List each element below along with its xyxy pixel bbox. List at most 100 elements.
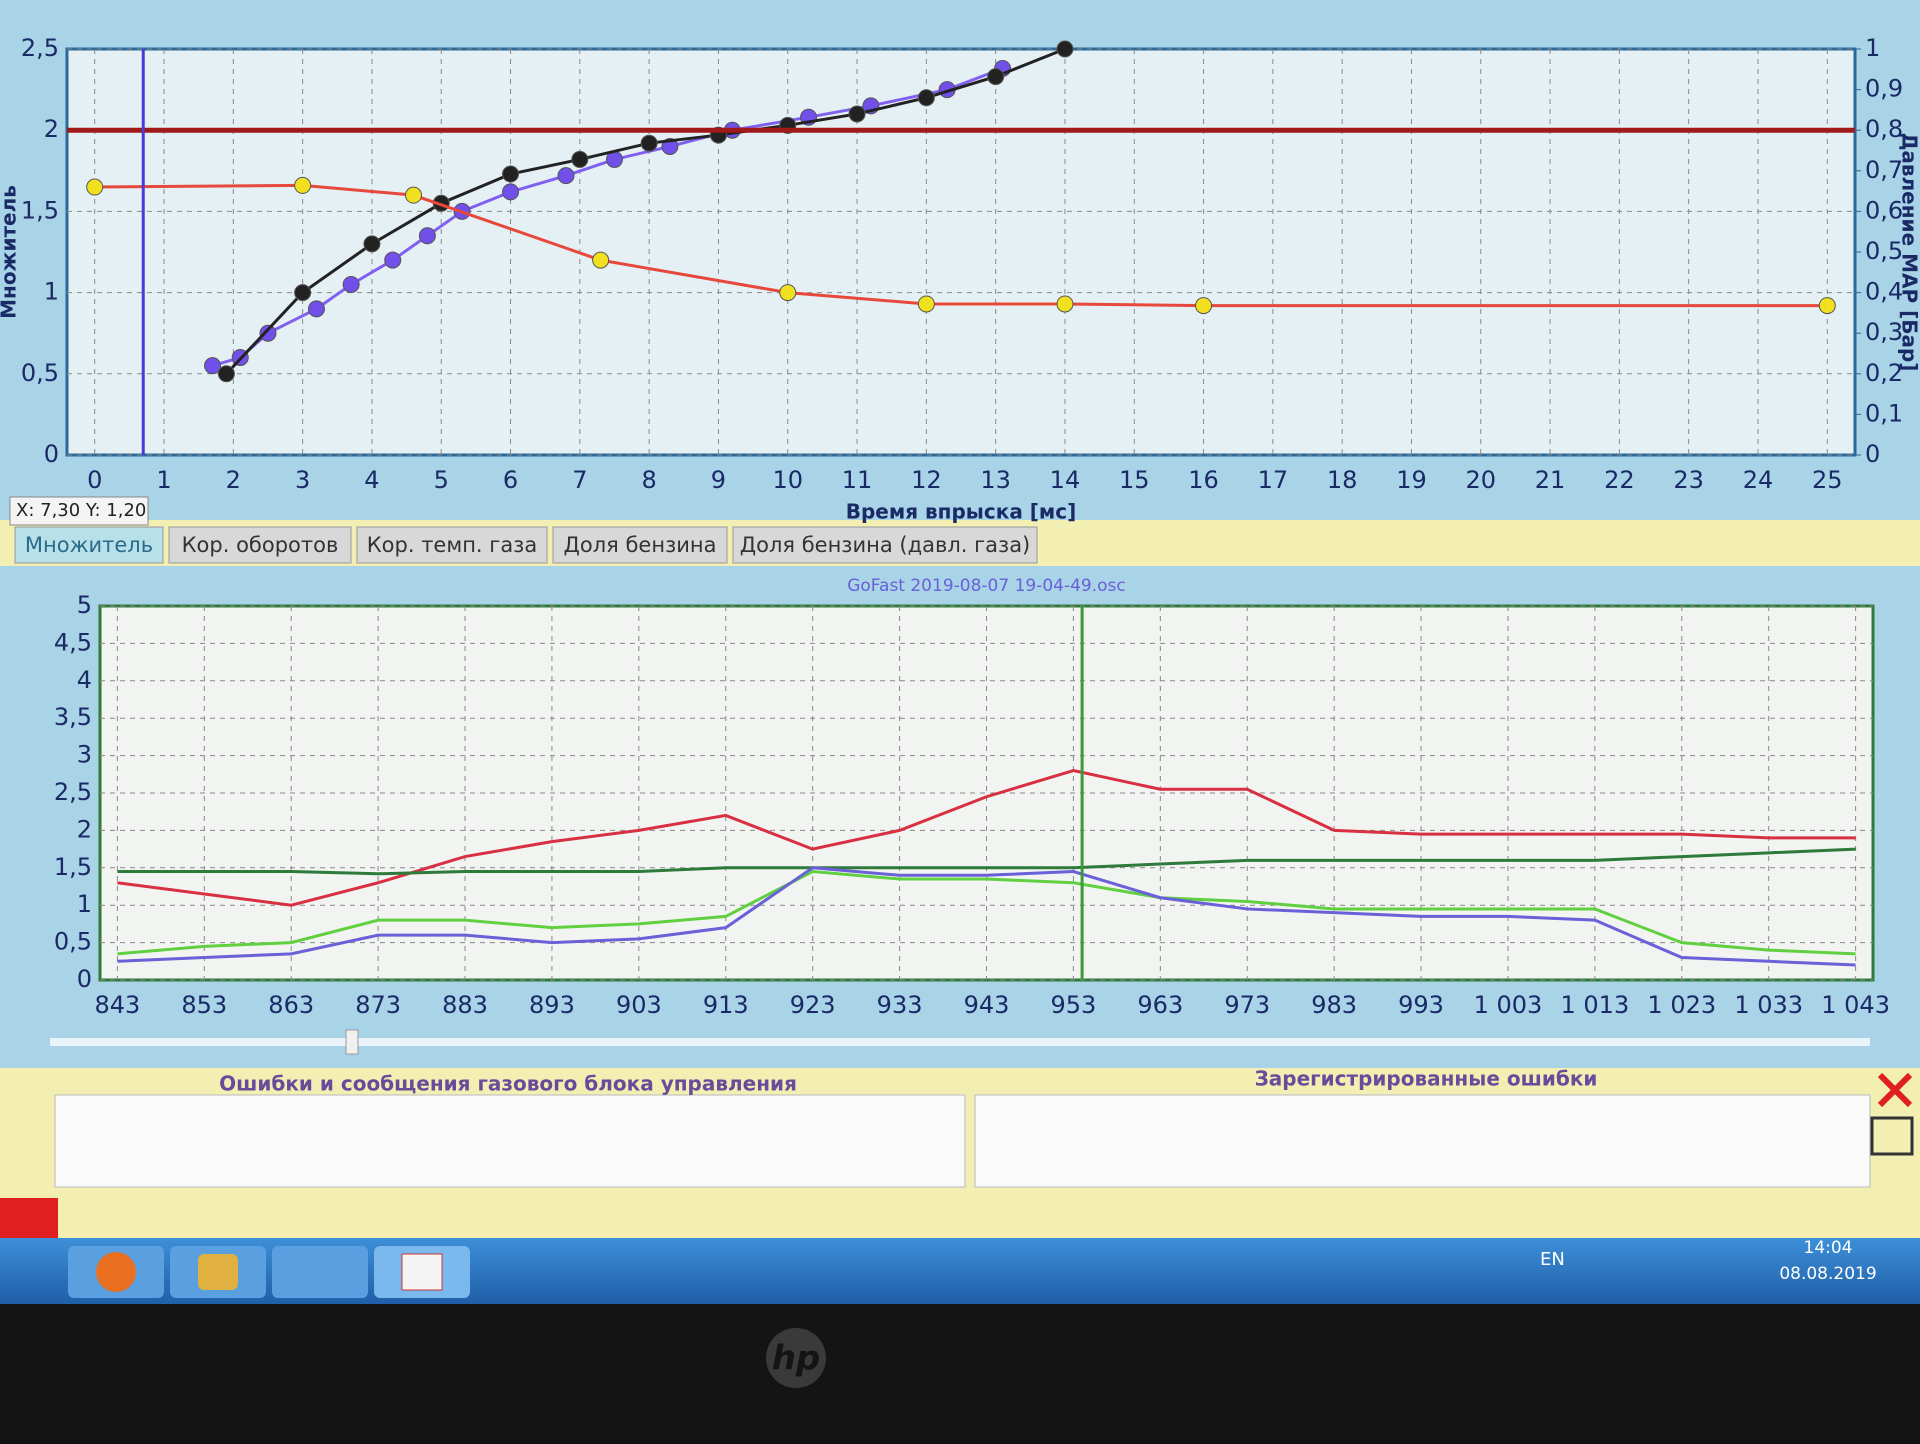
y-tick-label: 1,5 xyxy=(54,853,92,881)
x-tick-label: 853 xyxy=(181,991,227,1019)
data-point[interactable] xyxy=(406,187,422,203)
y-tick-label: 0 xyxy=(44,440,59,468)
tab-label[interactable]: Доля бензина xyxy=(564,533,717,557)
x-tick-label: 20 xyxy=(1465,466,1496,494)
x-tick-label: 893 xyxy=(529,991,575,1019)
x-tick-label: 943 xyxy=(964,991,1010,1019)
clock-date[interactable]: 08.08.2019 xyxy=(1779,1264,1876,1284)
x-tick-label: 13 xyxy=(980,466,1011,494)
data-point[interactable] xyxy=(1819,298,1835,314)
indicator xyxy=(0,1198,58,1242)
x-tick-label: 983 xyxy=(1311,991,1357,1019)
y2-tick-label: 0,9 xyxy=(1865,75,1903,103)
y2-tick-label: 0,5 xyxy=(1865,237,1903,265)
tab-label[interactable]: Доля бензина (давл. газа) xyxy=(740,533,1031,557)
data-point[interactable] xyxy=(1057,41,1073,57)
data-point[interactable] xyxy=(295,177,311,193)
y2-tick-label: 0,8 xyxy=(1865,115,1903,143)
x-tick-label: 5 xyxy=(434,466,449,494)
y-tick-label: 0 xyxy=(77,965,92,993)
x-tick-label: 1 003 xyxy=(1474,991,1543,1019)
y-tick-label: 2 xyxy=(77,815,92,843)
data-point[interactable] xyxy=(918,90,934,106)
data-point[interactable] xyxy=(218,366,234,382)
data-point[interactable] xyxy=(1057,296,1073,312)
data-point[interactable] xyxy=(87,179,103,195)
x-tick-label: 9 xyxy=(711,466,726,494)
data-point[interactable] xyxy=(1196,298,1212,314)
y2-tick-label: 0,6 xyxy=(1865,196,1903,224)
data-point[interactable] xyxy=(308,301,324,317)
data-point[interactable] xyxy=(849,106,865,122)
y2-tick-label: 0,4 xyxy=(1865,278,1903,306)
x-tick-label: 1 043 xyxy=(1821,991,1890,1019)
y2-tick-label: 1 xyxy=(1865,34,1880,62)
x-tick-label: 21 xyxy=(1535,466,1566,494)
taskbar-app[interactable] xyxy=(272,1246,368,1298)
data-point[interactable] xyxy=(503,184,519,200)
data-point[interactable] xyxy=(558,168,574,184)
x-tick-label: 19 xyxy=(1396,466,1427,494)
data-point[interactable] xyxy=(205,358,221,374)
y-tick-label: 4,5 xyxy=(54,628,92,656)
x-tick-label: 953 xyxy=(1051,991,1097,1019)
y-tick-label: 1 xyxy=(77,890,92,918)
data-point[interactable] xyxy=(593,252,609,268)
data-point[interactable] xyxy=(385,252,401,268)
x-tick-label: 25 xyxy=(1812,466,1843,494)
x-tick-label: 843 xyxy=(94,991,140,1019)
data-point[interactable] xyxy=(780,285,796,301)
x-tick-label: 1 033 xyxy=(1734,991,1803,1019)
data-point[interactable] xyxy=(419,228,435,244)
x-axis-label: Время впрыска [мс] xyxy=(846,500,1077,524)
x-tick-label: 18 xyxy=(1327,466,1358,494)
app-icon xyxy=(402,1254,442,1290)
y-tick-label: 5 xyxy=(77,591,92,619)
panel-title: Ошибки и сообщения газового блока управл… xyxy=(219,1072,797,1096)
y-tick-label: 4 xyxy=(77,666,92,694)
tab-label[interactable]: Кор. темп. газа xyxy=(367,533,537,557)
x-tick-label: 913 xyxy=(703,991,749,1019)
y2-tick-label: 0,3 xyxy=(1865,318,1903,346)
clock-time[interactable]: 14:04 xyxy=(1804,1238,1853,1258)
data-point[interactable] xyxy=(343,276,359,292)
laptop-bezel xyxy=(0,1304,1920,1440)
x-tick-label: 993 xyxy=(1398,991,1444,1019)
tab-label[interactable]: Множитель xyxy=(25,533,153,557)
y2-tick-label: 0 xyxy=(1865,440,1880,468)
y2-tick-label: 0,2 xyxy=(1865,359,1903,387)
data-point[interactable] xyxy=(641,135,657,151)
data-point[interactable] xyxy=(364,236,380,252)
x-tick-label: 16 xyxy=(1188,466,1219,494)
y-tick-label: 1 xyxy=(44,278,59,306)
data-point[interactable] xyxy=(503,166,519,182)
x-tick-label: 14 xyxy=(1050,466,1081,494)
tab-label[interactable]: Кор. оборотов xyxy=(182,533,339,557)
x-tick-label: 873 xyxy=(355,991,401,1019)
slider-thumb[interactable] xyxy=(346,1030,358,1054)
error-box xyxy=(55,1095,965,1187)
y-tick-label: 2 xyxy=(44,115,59,143)
y-tick-label: 0,5 xyxy=(54,928,92,956)
x-tick-label: 24 xyxy=(1743,466,1774,494)
x-tick-label: 8 xyxy=(641,466,656,494)
y-tick-label: 1,5 xyxy=(21,196,59,224)
x-tick-label: 1 013 xyxy=(1561,991,1630,1019)
y2-tick-label: 0,7 xyxy=(1865,156,1903,184)
data-point[interactable] xyxy=(295,285,311,301)
x-tick-label: 933 xyxy=(877,991,923,1019)
data-point[interactable] xyxy=(918,296,934,312)
data-point[interactable] xyxy=(988,69,1004,85)
x-tick-label: 963 xyxy=(1137,991,1183,1019)
x-tick-label: 4 xyxy=(364,466,379,494)
x-tick-label: 883 xyxy=(442,991,488,1019)
y-tick-label: 2,5 xyxy=(54,778,92,806)
error-box xyxy=(975,1095,1870,1187)
x-tick-label: 10 xyxy=(772,466,803,494)
lang-indicator[interactable]: EN xyxy=(1540,1249,1565,1270)
chart-title: GoFast 2019-08-07 19-04-49.osc xyxy=(847,576,1126,596)
app-icon xyxy=(198,1254,238,1290)
data-point[interactable] xyxy=(572,151,588,167)
